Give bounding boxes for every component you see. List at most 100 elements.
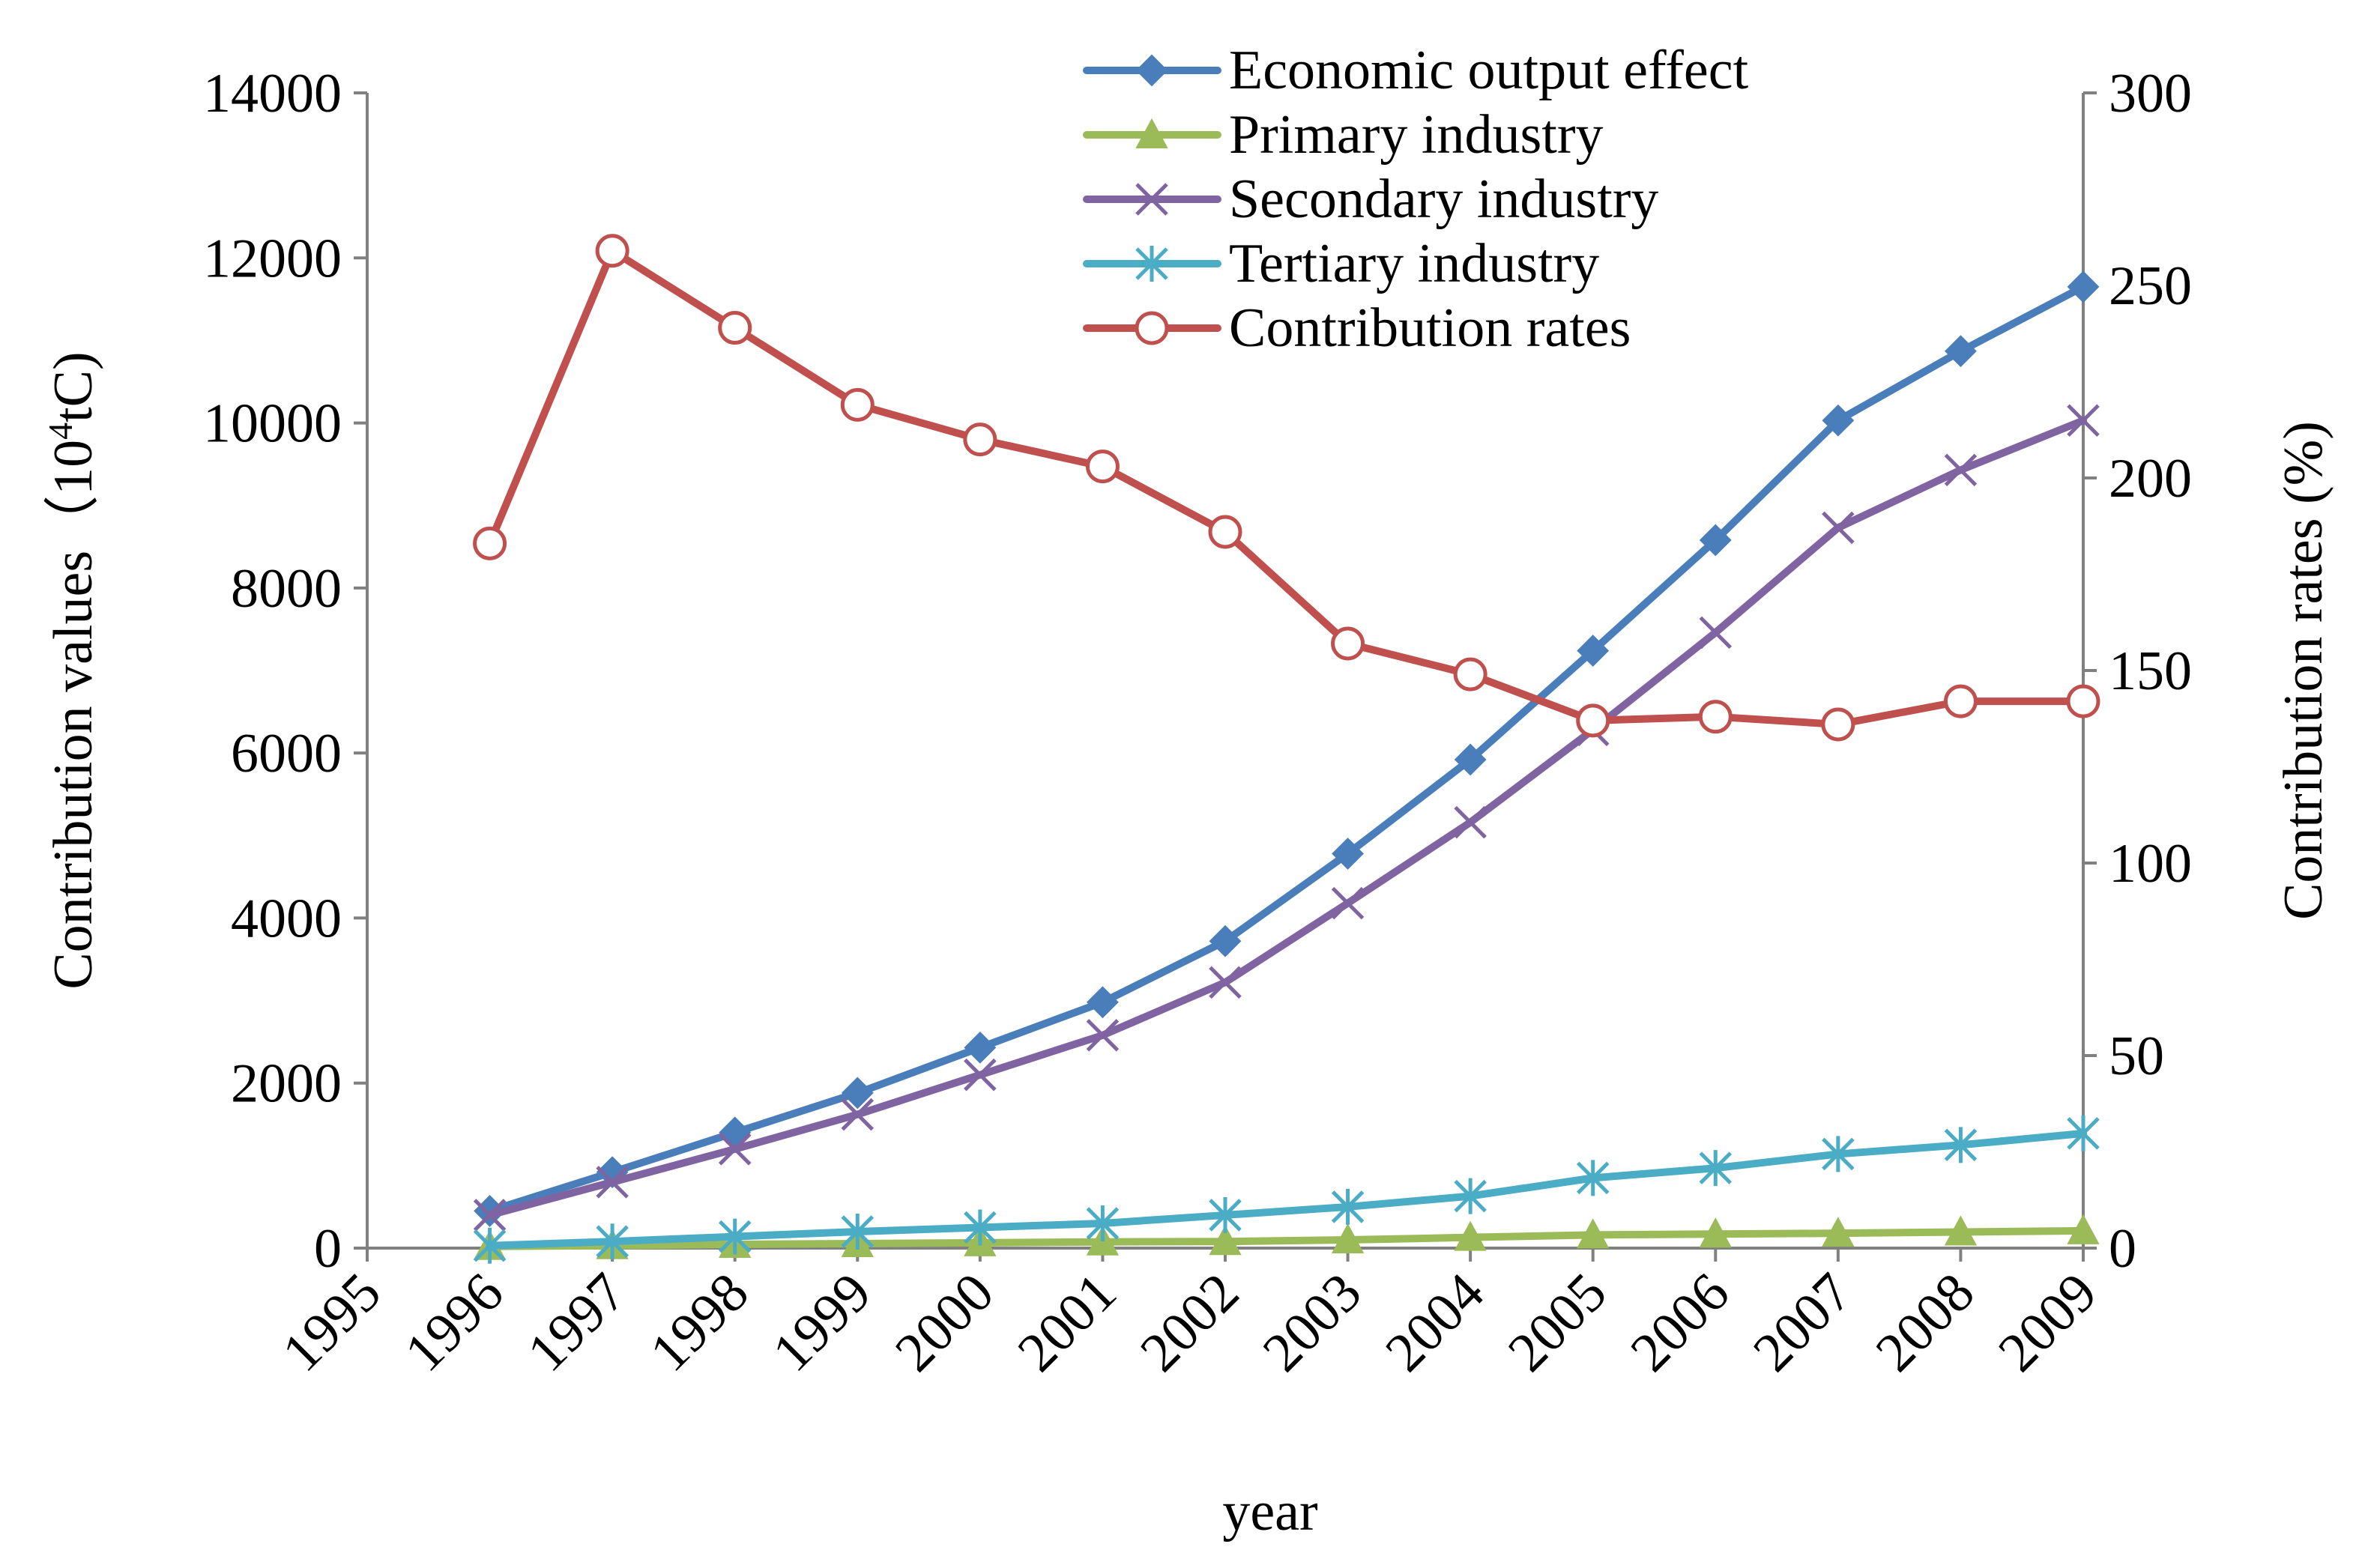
data-point bbox=[841, 1213, 875, 1250]
data-point bbox=[964, 1031, 997, 1064]
left-tick-label: 14000 bbox=[203, 63, 342, 124]
data-point bbox=[1332, 838, 1364, 870]
legend-item: Contribution rates bbox=[1083, 297, 1631, 359]
legend-marker bbox=[1135, 183, 1168, 216]
left-axis-title-tail: tC) bbox=[43, 351, 104, 423]
right-tick-label: 150 bbox=[2109, 641, 2192, 702]
legend-item: Tertiary industry bbox=[1083, 233, 1599, 294]
data-point bbox=[1699, 524, 1732, 557]
data-point bbox=[1454, 1178, 1487, 1214]
data-point bbox=[1454, 1220, 1487, 1251]
data-point bbox=[1331, 1223, 1365, 1253]
left-tick-label: 12000 bbox=[203, 228, 342, 289]
data-point bbox=[1454, 805, 1487, 839]
data-point bbox=[2067, 1115, 2100, 1151]
right-tick-label: 100 bbox=[2109, 833, 2192, 895]
legend-item: Economic output effect bbox=[1083, 40, 1749, 101]
data-point bbox=[1943, 684, 1978, 718]
data-point bbox=[1944, 1127, 1978, 1163]
right-tick-label: 50 bbox=[2109, 1026, 2164, 1087]
data-point bbox=[2067, 1214, 2100, 1244]
series-layer bbox=[473, 234, 2100, 1264]
data-point bbox=[964, 1058, 997, 1092]
series-line bbox=[486, 1226, 2087, 1250]
legend-marker bbox=[1135, 54, 1168, 87]
data-point bbox=[1453, 657, 1487, 691]
right-tick-label: 300 bbox=[2109, 63, 2192, 124]
data-point bbox=[1822, 511, 1855, 545]
legend-label: Contribution rates bbox=[1229, 297, 1631, 359]
legend-label: Tertiary industry bbox=[1229, 233, 1599, 294]
data-point bbox=[596, 1223, 629, 1260]
data-point bbox=[963, 423, 997, 457]
data-point bbox=[596, 1166, 629, 1199]
series-line bbox=[486, 417, 2087, 1219]
data-point bbox=[1208, 515, 1242, 549]
data-point bbox=[473, 526, 507, 560]
data-point bbox=[964, 1209, 997, 1246]
right-axis-title: Contribution rates (%) bbox=[2273, 421, 2334, 920]
data-point bbox=[473, 1199, 507, 1232]
left-tick-label: 10000 bbox=[203, 393, 342, 455]
left-axis-title-sup: 4 bbox=[41, 423, 79, 440]
data-point bbox=[1945, 335, 1977, 368]
data-point bbox=[1209, 1196, 1242, 1233]
data-point bbox=[1699, 1150, 1733, 1187]
series-contribution-rates bbox=[473, 234, 2100, 742]
data-point bbox=[1576, 1160, 1610, 1196]
left-tick-label: 8000 bbox=[231, 558, 342, 620]
data-point bbox=[2067, 270, 2100, 303]
left-tick-label: 4000 bbox=[231, 888, 342, 949]
data-point bbox=[1577, 635, 1610, 667]
data-point bbox=[1576, 703, 1610, 738]
data-point bbox=[1086, 1205, 1120, 1241]
data-point bbox=[2067, 404, 2100, 438]
right-tick-label: 200 bbox=[2109, 448, 2192, 509]
data-point bbox=[1699, 1217, 1732, 1248]
series-tertiary-industry bbox=[473, 1115, 2100, 1264]
left-axis-title: Contribution values（104tC) bbox=[41, 351, 104, 989]
data-point bbox=[1822, 404, 1855, 437]
data-point bbox=[1822, 1136, 1855, 1172]
left-tick-label: 0 bbox=[314, 1218, 342, 1280]
data-point bbox=[595, 234, 629, 268]
left-tick-label: 6000 bbox=[231, 723, 342, 784]
series-line bbox=[486, 282, 2087, 1215]
data-point bbox=[1086, 1019, 1120, 1052]
series-line bbox=[486, 1129, 2087, 1250]
data-point bbox=[1209, 966, 1242, 999]
data-point bbox=[1331, 886, 1365, 920]
x-axis-title: year bbox=[1222, 1481, 1317, 1543]
legend-item: Primary industry bbox=[1083, 104, 1603, 166]
right-tick-label: 250 bbox=[2109, 255, 2192, 317]
data-point bbox=[1698, 700, 1733, 734]
series-line bbox=[486, 246, 2087, 728]
data-point bbox=[1209, 924, 1242, 957]
data-point bbox=[473, 1227, 507, 1264]
data-point bbox=[1087, 986, 1119, 1019]
left-axis-title-main: Contribution values（10 bbox=[43, 440, 104, 990]
legend-label: Secondary industry bbox=[1229, 169, 1658, 230]
legend-marker bbox=[1135, 118, 1168, 148]
data-point bbox=[2066, 684, 2100, 718]
data-point bbox=[841, 1077, 874, 1110]
series-economic-output-effect bbox=[474, 270, 2100, 1227]
data-point bbox=[718, 311, 752, 345]
data-point bbox=[718, 1218, 752, 1255]
data-point bbox=[841, 1098, 875, 1131]
data-point bbox=[1577, 1218, 1610, 1249]
data-point bbox=[1331, 626, 1365, 661]
legend-marker bbox=[1135, 311, 1169, 345]
legend-label: Primary industry bbox=[1229, 104, 1603, 166]
data-point bbox=[718, 1133, 752, 1166]
data-point bbox=[1454, 743, 1487, 776]
data-point bbox=[1209, 1225, 1242, 1256]
data-point bbox=[1822, 1217, 1855, 1247]
data-point bbox=[1331, 1188, 1365, 1225]
left-tick-label: 2000 bbox=[231, 1053, 342, 1115]
legend-item: Secondary industry bbox=[1083, 169, 1658, 230]
legend-label: Economic output effect bbox=[1229, 40, 1749, 101]
right-tick-label: 0 bbox=[2109, 1218, 2136, 1280]
